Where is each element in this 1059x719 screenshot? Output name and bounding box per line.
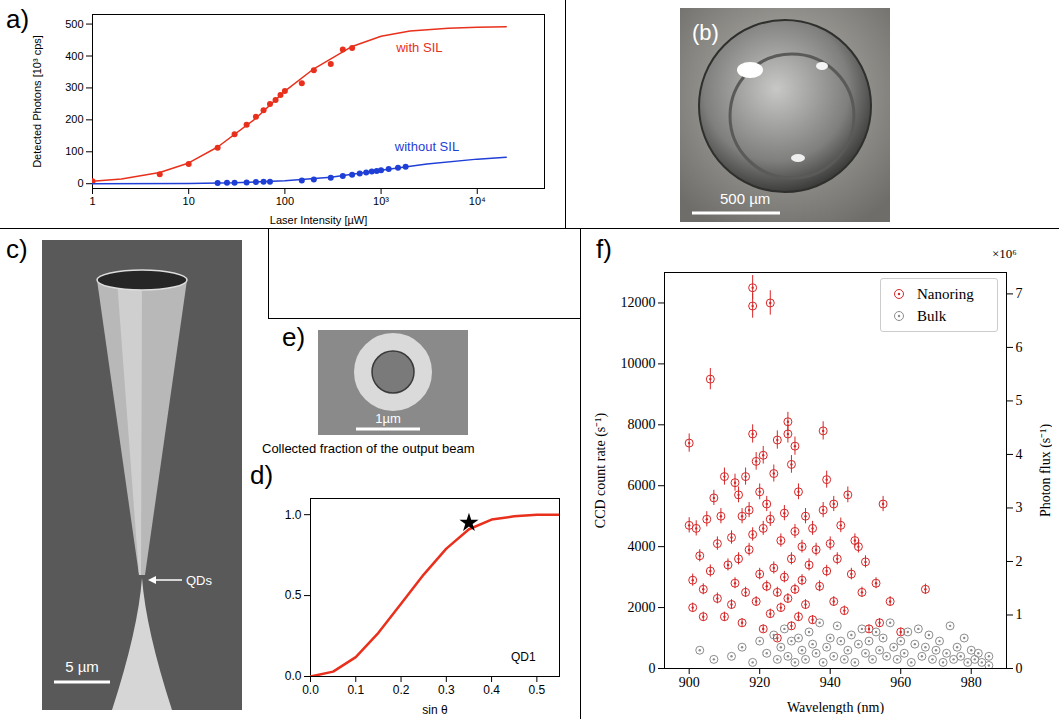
html-text:Bulk: Bulk: [917, 307, 947, 324]
svg-text:5: 5: [1016, 393, 1023, 408]
svg-text:1: 1: [89, 195, 95, 207]
svg-text:12000: 12000: [621, 295, 656, 310]
svg-text:980: 980: [961, 675, 982, 690]
svg-text:with SIL: with SIL: [395, 40, 442, 55]
svg-text:8000: 8000: [628, 417, 656, 432]
html-text:d): d): [250, 460, 274, 490]
svg-text:QD1: QD1: [511, 650, 536, 664]
svg-text:920: 920: [749, 675, 770, 690]
svg-text:Laser Intensity [µW]: Laser Intensity [µW]: [270, 214, 367, 226]
html-text:e): e): [282, 322, 306, 352]
svg-text:6000: 6000: [628, 478, 656, 493]
svg-text:4: 4: [1016, 447, 1023, 462]
svg-text:500 µm: 500 µm: [720, 190, 770, 207]
svg-text:0.4: 0.4: [483, 683, 500, 697]
svg-text:2: 2: [1016, 554, 1023, 569]
svg-text:6: 6: [1016, 340, 1023, 355]
svg-text:500: 500: [65, 18, 83, 30]
html-text:a): a): [6, 4, 30, 34]
svg-text:(b): (b): [692, 20, 719, 45]
svg-text:4000: 4000: [628, 539, 656, 554]
svg-text:without SIL: without SIL: [394, 139, 459, 154]
svg-text:QDs: QDs: [186, 573, 213, 588]
svg-text:100: 100: [65, 145, 83, 157]
svg-text:2000: 2000: [628, 600, 656, 615]
html-text:f): f): [596, 234, 612, 264]
svg-text:0.5: 0.5: [285, 588, 302, 602]
svg-text:0: 0: [1016, 661, 1023, 676]
html-text:c): c): [6, 234, 28, 264]
svg-text:Photon flux (s⁻¹): Photon flux (s⁻¹): [1038, 424, 1053, 518]
svg-text:10: 10: [183, 195, 195, 207]
svg-text:0.1: 0.1: [347, 683, 364, 697]
svg-text:400: 400: [65, 50, 83, 62]
svg-text:CCD count rate (s⁻¹): CCD count rate (s⁻¹): [593, 412, 609, 528]
svg-text:0.0: 0.0: [285, 669, 302, 683]
svg-text:10³: 10³: [373, 195, 389, 207]
svg-text:200: 200: [65, 113, 83, 125]
svg-text:sin θ: sin θ: [422, 703, 448, 717]
svg-text:10⁴: 10⁴: [469, 195, 486, 207]
html-text:×10⁶: ×10⁶: [992, 246, 1017, 261]
svg-text:960: 960: [890, 675, 911, 690]
svg-text:100: 100: [276, 195, 294, 207]
svg-text:1µm: 1µm: [375, 411, 401, 426]
svg-text:0.5: 0.5: [529, 683, 546, 697]
svg-text:7: 7: [1016, 286, 1023, 301]
svg-text:0.0: 0.0: [302, 683, 319, 697]
svg-text:0.2: 0.2: [393, 683, 410, 697]
svg-text:0.3: 0.3: [438, 683, 455, 697]
svg-text:10000: 10000: [621, 356, 656, 371]
svg-text:5 µm: 5 µm: [65, 658, 99, 675]
svg-text:0: 0: [77, 177, 83, 189]
svg-text:3: 3: [1016, 500, 1023, 515]
svg-text:1.0: 1.0: [285, 508, 302, 522]
svg-text:900: 900: [679, 675, 700, 690]
svg-text:940: 940: [820, 675, 841, 690]
html-text:Nanoring: Nanoring: [917, 285, 974, 302]
svg-text:Detected Photons [10³ cps]: Detected Photons [10³ cps]: [31, 35, 43, 168]
svg-text:0: 0: [649, 661, 656, 676]
svg-text:300: 300: [65, 81, 83, 93]
html-text:Collected fraction of the outp: Collected fraction of the output beam: [262, 441, 475, 456]
svg-text:Wavelength (nm): Wavelength (nm): [787, 700, 885, 715]
svg-text:1: 1: [1016, 607, 1023, 622]
